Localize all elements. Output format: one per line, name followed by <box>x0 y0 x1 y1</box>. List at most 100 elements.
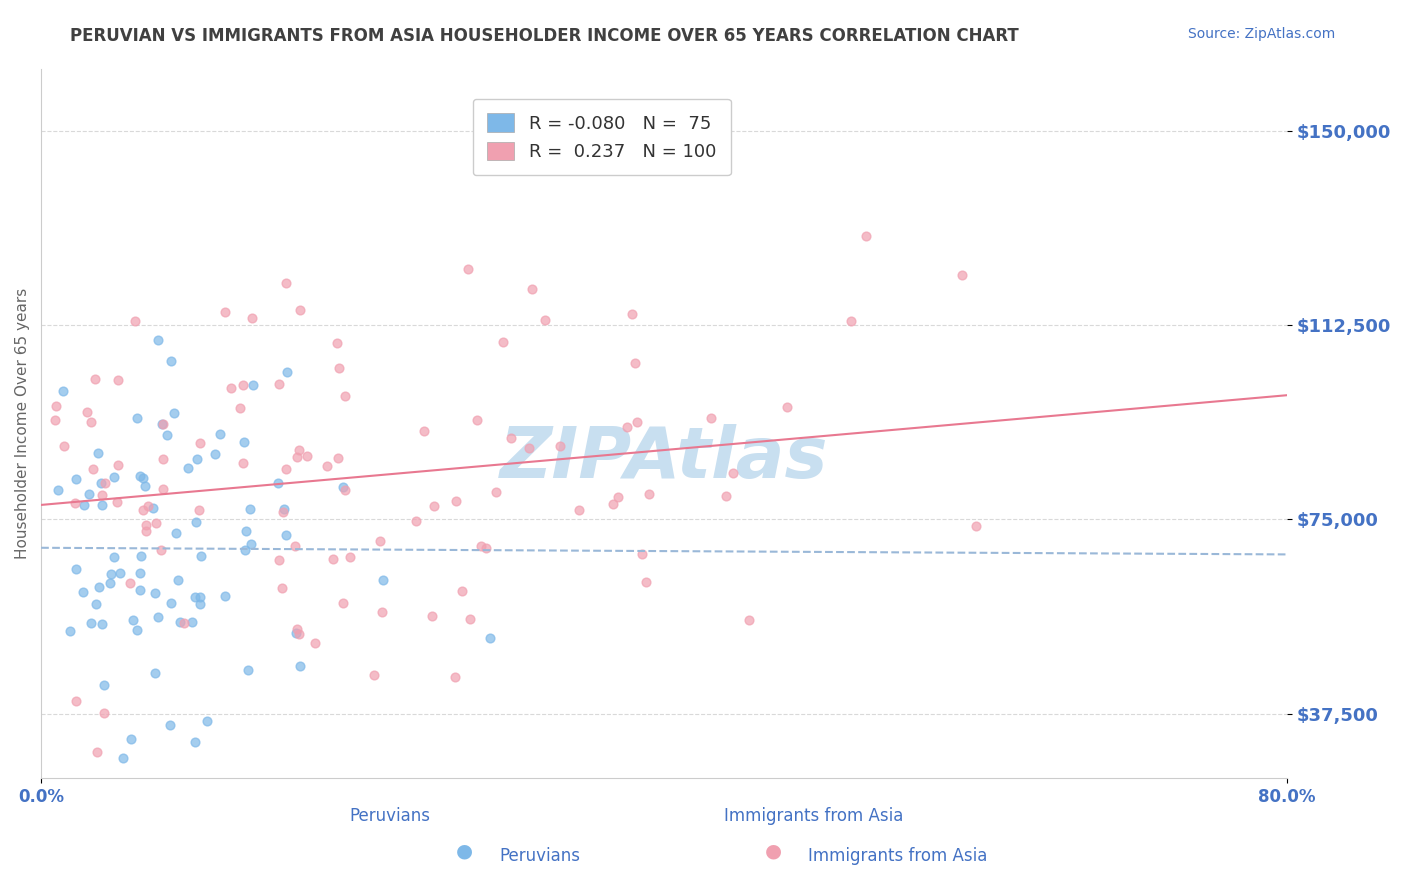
Point <box>370 605 392 619</box>
Point <box>232 377 254 392</box>
Point <box>485 484 508 499</box>
Point <box>143 666 166 681</box>
Point <box>91 616 114 631</box>
Point <box>65 562 87 576</box>
Point <box>839 314 862 328</box>
Point <box>120 731 142 746</box>
Point <box>152 417 174 432</box>
Point <box>132 471 155 485</box>
Point <box>290 302 312 317</box>
Point <box>90 476 112 491</box>
Text: Immigrants from Asia: Immigrants from Asia <box>808 847 988 865</box>
Point <box>714 489 737 503</box>
Point <box>630 547 652 561</box>
Point <box>855 229 877 244</box>
Point <box>470 539 492 553</box>
Point <box>451 583 474 598</box>
Point <box>89 580 111 594</box>
Point <box>79 487 101 501</box>
Point <box>131 503 153 517</box>
Point <box>80 616 103 631</box>
Point <box>177 461 200 475</box>
Point <box>239 537 262 551</box>
Point <box>46 483 69 497</box>
Point <box>290 659 312 673</box>
Text: ZIPAtlas: ZIPAtlas <box>499 425 828 493</box>
Point <box>128 566 150 581</box>
Point <box>363 667 385 681</box>
Point <box>475 541 498 555</box>
Point <box>328 360 350 375</box>
Point <box>333 483 356 497</box>
Point <box>103 470 125 484</box>
Point <box>93 678 115 692</box>
Point <box>276 365 298 379</box>
Point <box>621 307 644 321</box>
Point <box>94 475 117 490</box>
Point <box>322 552 344 566</box>
Point <box>145 516 167 531</box>
Point <box>304 636 326 650</box>
Point <box>86 745 108 759</box>
Point <box>129 549 152 563</box>
Point <box>626 415 648 429</box>
Point <box>195 714 218 729</box>
Point <box>165 526 187 541</box>
Point <box>370 533 392 548</box>
Point <box>152 452 174 467</box>
Point <box>63 496 86 510</box>
Point <box>499 431 522 445</box>
Point <box>103 550 125 565</box>
Point <box>83 372 105 386</box>
Point <box>124 314 146 328</box>
Point <box>271 581 294 595</box>
Point <box>325 336 347 351</box>
Point <box>100 566 122 581</box>
Point <box>163 406 186 420</box>
Point <box>72 585 94 599</box>
Point <box>214 589 236 603</box>
Point <box>242 377 264 392</box>
Point <box>288 626 311 640</box>
Point <box>623 356 645 370</box>
Text: Source: ZipAtlas.com: Source: ZipAtlas.com <box>1188 27 1336 41</box>
Point <box>184 734 207 748</box>
Point <box>700 410 723 425</box>
Point <box>134 479 156 493</box>
Point <box>93 706 115 720</box>
Point <box>173 616 195 631</box>
Point <box>52 384 75 398</box>
Point <box>135 524 157 538</box>
Point <box>142 501 165 516</box>
Point <box>239 502 262 516</box>
Point <box>420 609 443 624</box>
Text: PERUVIAN VS IMMIGRANTS FROM ASIA HOUSEHOLDER INCOME OVER 65 YEARS CORRELATION CH: PERUVIAN VS IMMIGRANTS FROM ASIA HOUSEHO… <box>70 27 1019 45</box>
Point <box>138 499 160 513</box>
Point <box>209 426 232 441</box>
Point <box>166 573 188 587</box>
Point <box>190 590 212 604</box>
Point <box>616 419 638 434</box>
Point <box>339 550 361 565</box>
Point <box>188 436 211 450</box>
Point <box>492 335 515 350</box>
Point <box>146 609 169 624</box>
Point <box>120 576 142 591</box>
Point <box>238 663 260 677</box>
Point <box>65 694 87 708</box>
Point <box>520 282 543 296</box>
Point <box>186 452 208 467</box>
Point <box>180 615 202 630</box>
Point <box>107 373 129 387</box>
Point <box>285 625 308 640</box>
Text: ●: ● <box>765 841 782 860</box>
Point <box>190 549 212 563</box>
Point <box>405 515 427 529</box>
Y-axis label: Householder Income Over 65 years: Householder Income Over 65 years <box>15 288 30 559</box>
Point <box>328 451 350 466</box>
Point <box>443 670 465 684</box>
Point <box>105 494 128 508</box>
Point <box>204 447 226 461</box>
Point <box>232 435 254 450</box>
Point <box>59 624 82 638</box>
